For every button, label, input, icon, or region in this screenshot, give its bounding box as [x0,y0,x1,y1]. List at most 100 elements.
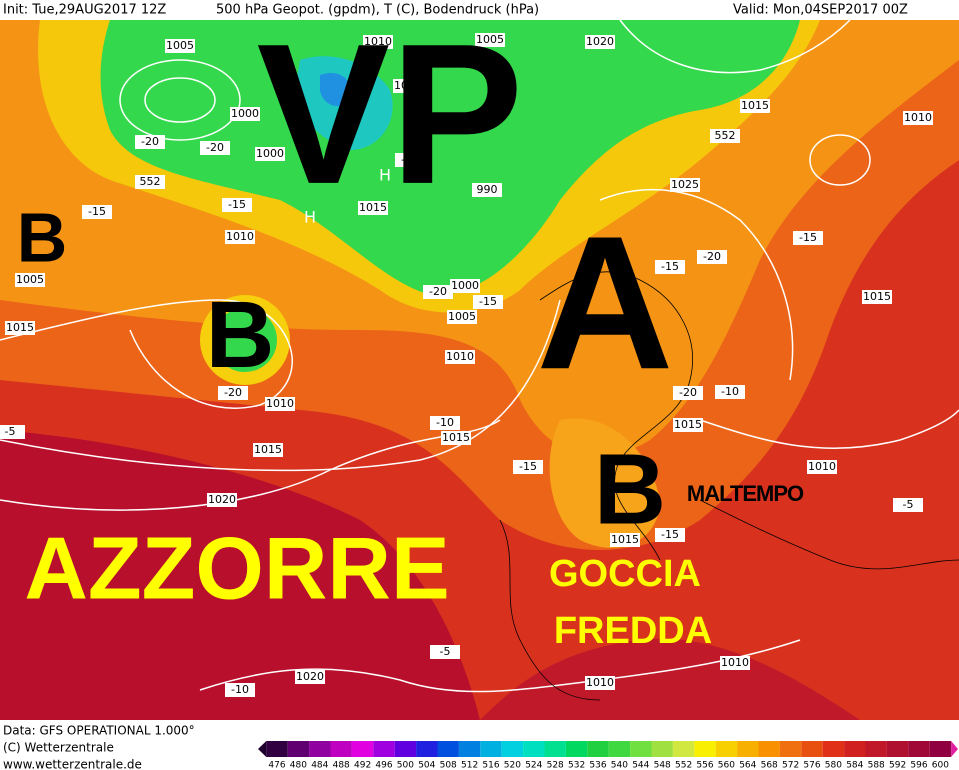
label-box [793,231,823,245]
contour-label: -15 [479,295,497,308]
contour-label: 552 [715,129,736,142]
contour-label: 1015 [6,321,34,334]
colorbar-swatch [587,741,609,757]
colorbar-tick-label: 536 [589,761,606,770]
label-box [253,443,283,457]
label-box [585,676,615,690]
contour-label: 1015 [674,418,702,431]
field-blue [320,72,351,107]
colorbar-swatch [544,741,566,757]
colorbar-tick-label: 568 [761,761,778,770]
contour-label: -20 [679,386,697,399]
label-box [295,670,325,684]
colorbar-swatch [287,741,310,757]
contour-label: -10 [436,416,454,429]
high-marker: H [304,208,316,227]
label-box [472,183,502,197]
isobar [144,77,216,123]
label-box [893,498,923,512]
isobar [0,299,293,409]
contour-label: 1000 [256,147,284,160]
big-label: B [594,433,666,545]
label-box [715,385,745,399]
colorbar-tick-label: 576 [803,761,820,770]
colorbar-tick-label: 584 [846,761,863,770]
isobar [699,409,959,449]
contour-label: 1005 [166,39,194,52]
field-dark-red [0,430,480,720]
isobar [199,639,801,693]
colorbar-tick-label: 552 [675,761,692,770]
contour-label: 1005 [448,310,476,323]
region-label: FREDDA [554,610,712,652]
contour-label: -10 [231,683,249,696]
contour-label: -20 [224,386,242,399]
contour-label: 1020 [208,493,236,506]
isobar [0,299,561,472]
contour-label: 1015 [611,533,639,546]
contour-label: -20 [141,135,159,148]
colorbar: 476 480 484 488 492 496 500 504 508 512 516 520 524 5… [258,741,958,770]
contour-label: 1010 [266,397,294,410]
label-box [363,35,393,49]
colorbar-tick-label: 596 [910,761,927,770]
label-box [218,386,248,400]
contour-label: -15 [661,528,679,541]
contour-label: 1020 [296,670,324,683]
colorbar-swatch [844,741,866,757]
label-box [135,175,165,189]
contour-label: 1010 [364,35,392,48]
field-green [213,308,277,372]
colorbar-swatch [672,741,695,757]
colorbar-swatch [309,741,331,757]
label-box [255,147,285,161]
contour-label: 1020 [586,35,614,48]
label-box [447,310,477,324]
label-box [441,431,471,445]
colorbar-tick-label: 556 [696,761,713,770]
footer-data: Data: GFS OPERATIONAL 1.000° [3,724,195,738]
label-box [15,273,45,287]
contour-label: 1015 [863,290,891,303]
contour-label: -20 [206,141,224,154]
annotations: VPABBBBAZZORREGOCCIAFREDDAMALTEMPO [17,3,805,652]
big-label: B [17,198,68,276]
contour-label: 1010 [904,111,932,124]
contour-label: -15 [228,198,246,211]
contour-label: 1015 [359,201,387,214]
label-box [655,528,685,542]
coastline [699,499,959,570]
colorbar-swatch [266,741,288,757]
isobar [599,188,794,381]
region-label: MALTEMPO [687,481,804,506]
colorbar-swatch [801,741,823,757]
colorbar-end [951,741,958,757]
colorbar-swatch [908,741,930,757]
label-box [450,279,480,293]
header-bar [0,0,959,20]
colorbar-swatch [737,741,759,757]
big-label: B [206,282,275,388]
label-box [225,230,255,244]
contour-label: 1025 [671,178,699,191]
colorbar-tick-label: 532 [568,761,585,770]
label-box [395,153,425,167]
colorbar-swatch [416,741,438,757]
colorbar-swatch [865,741,887,757]
colorbar-tick-label: 548 [654,761,671,770]
contour-label: -5 [440,645,451,658]
label-box [673,418,703,432]
label-box [475,33,505,47]
label-box [903,111,933,125]
colorbar-swatch [565,741,588,757]
colorbar-tick-label: 564 [739,761,756,770]
colorbar-tick-label: 588 [868,761,885,770]
label-box [0,425,25,439]
colorbar-tick-label: 524 [525,761,542,770]
label-box [655,260,685,274]
label-box [207,493,237,507]
contour-label: 1005 [476,33,504,46]
colorbar-swatch [351,741,374,757]
